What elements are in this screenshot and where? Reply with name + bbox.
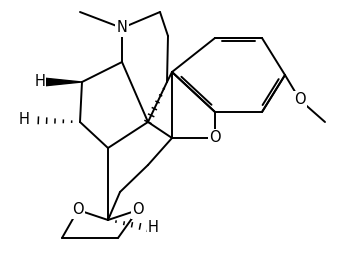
- Text: H: H: [19, 112, 30, 128]
- Polygon shape: [45, 78, 82, 86]
- Text: N: N: [117, 21, 127, 35]
- Text: H: H: [148, 221, 159, 235]
- Text: O: O: [132, 203, 144, 217]
- Text: O: O: [209, 130, 221, 145]
- Text: O: O: [294, 92, 306, 108]
- Text: H: H: [34, 74, 45, 90]
- Text: O: O: [72, 203, 84, 217]
